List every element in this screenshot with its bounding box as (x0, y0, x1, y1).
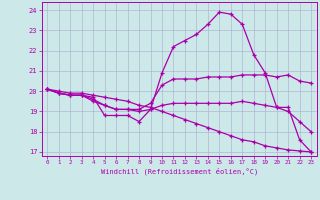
X-axis label: Windchill (Refroidissement éolien,°C): Windchill (Refroidissement éolien,°C) (100, 168, 258, 175)
